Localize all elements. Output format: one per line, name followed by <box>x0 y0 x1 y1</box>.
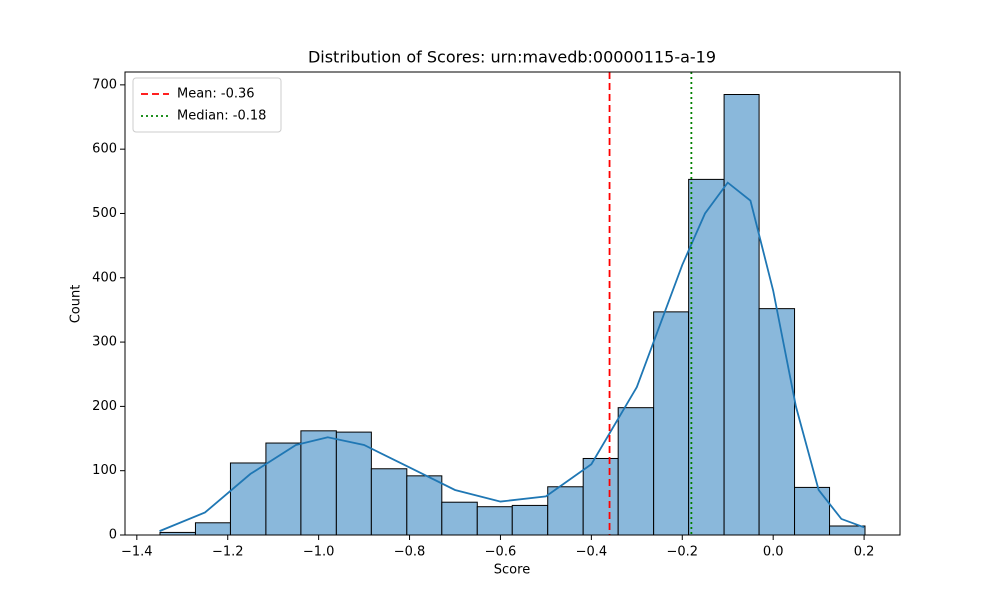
histogram-bar <box>265 442 302 536</box>
histogram-bar <box>476 506 513 536</box>
histogram-bar <box>335 431 372 536</box>
plot-frame <box>124 71 901 536</box>
histogram-bar <box>441 501 478 536</box>
histogram-bar <box>723 94 760 536</box>
histogram-bar <box>582 457 619 536</box>
x-tick-label: −0.8 <box>394 545 426 560</box>
y-tick-label: 700 <box>92 77 117 92</box>
y-axis-label: Count <box>69 285 84 324</box>
legend-box <box>132 77 282 133</box>
legend-label: Mean: -0.36 <box>177 87 255 102</box>
histogram-bar <box>653 311 690 536</box>
y-tick-label: 600 <box>92 142 117 157</box>
x-tick-label: −0.6 <box>485 545 517 560</box>
chart-title: Distribution of Scores: urn:mavedb:00000… <box>308 48 716 67</box>
histogram-bar <box>617 407 655 536</box>
x-tick-label: −0.2 <box>666 545 698 560</box>
legend-label: Median: -0.18 <box>177 109 266 124</box>
histogram-bar <box>794 486 831 536</box>
y-tick-label: 100 <box>92 463 117 478</box>
x-tick-label: −1.4 <box>121 545 153 560</box>
histogram-bar <box>229 462 267 536</box>
histogram-bar <box>300 430 337 536</box>
y-tick-label: 0 <box>109 528 117 543</box>
x-tick-label: −0.4 <box>576 545 608 560</box>
y-tick-label: 400 <box>92 270 117 285</box>
x-tick-label: −1.0 <box>303 545 335 560</box>
y-tick-label: 500 <box>92 206 117 221</box>
x-tick-label: −1.2 <box>212 545 244 560</box>
histogram-bar <box>194 522 231 536</box>
histogram-bar <box>511 504 549 536</box>
histogram-bar <box>758 308 796 536</box>
x-tick-label: 0.0 <box>763 545 784 560</box>
histogram-bar <box>370 468 408 536</box>
legend: Mean: -0.36 Median: -0.18 <box>132 77 282 133</box>
x-axis-label: Score <box>494 563 530 578</box>
histogram-bar <box>547 486 584 536</box>
histogram-bar <box>688 178 725 536</box>
kde-line <box>159 181 865 532</box>
x-tick-label: 0.2 <box>854 545 875 560</box>
y-tick-label: 200 <box>92 399 117 414</box>
histogram-bar <box>406 475 443 536</box>
y-tick-label: 300 <box>92 335 117 350</box>
histogram-bar <box>829 525 866 536</box>
